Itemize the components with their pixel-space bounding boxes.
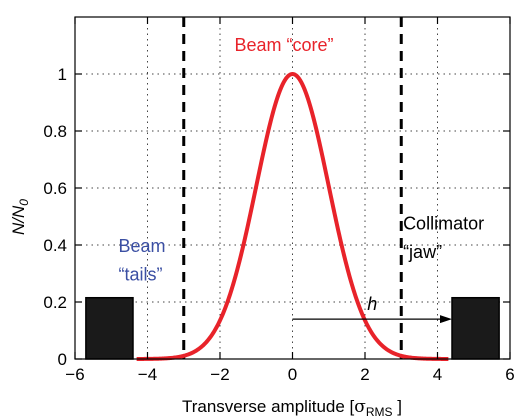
- y-tick-label: 0: [58, 350, 67, 369]
- x-tick-label: 6: [505, 365, 514, 384]
- chart-annotation: Beam “core”: [235, 35, 334, 55]
- chart-annotation: “tails”: [119, 265, 163, 285]
- chart-annotation: Beam: [119, 236, 166, 256]
- chart-annotation: Collimator: [403, 213, 484, 233]
- collimator-block: [85, 296, 134, 360]
- y-tick-label: 0.2: [43, 293, 67, 312]
- arrow-layer: h: [292, 294, 452, 324]
- chart-annotation: “jaw”: [403, 242, 442, 262]
- y-tick-label: 0.6: [43, 179, 67, 198]
- grid-layer: [75, 16, 510, 359]
- collimator-block: [451, 296, 500, 360]
- x-tick-label: 0: [288, 365, 297, 384]
- y-tick-label: 0.8: [43, 122, 67, 141]
- vline-layer: [182, 17, 403, 359]
- aperture-label: h: [367, 294, 377, 314]
- curve-layer: [135, 72, 450, 361]
- x-tick-label: −2: [210, 365, 229, 384]
- x-tick-label: 4: [433, 365, 442, 384]
- beam-profile-curve: [135, 72, 450, 361]
- y-tick-label: 1: [58, 65, 67, 84]
- x-axis-title: Transverse amplitude [σRMS ]: [182, 397, 402, 419]
- y-tick-label: 0.4: [43, 236, 67, 255]
- x-tick-label: −4: [138, 365, 157, 384]
- x-tick-label: 2: [360, 365, 369, 384]
- tick-layer: −6 −4 −2 0 2 4 6 0 0.2 0.4 0.6 0.8 1: [43, 17, 515, 384]
- aperture-arrow-head: [440, 315, 452, 324]
- block-layer: [85, 296, 500, 360]
- y-axis-title: N/N0: [9, 199, 31, 235]
- x-tick-label: −6: [65, 365, 84, 384]
- annotation-layer: Beam “core” Beam “tails” Collimator “jaw”: [119, 35, 485, 284]
